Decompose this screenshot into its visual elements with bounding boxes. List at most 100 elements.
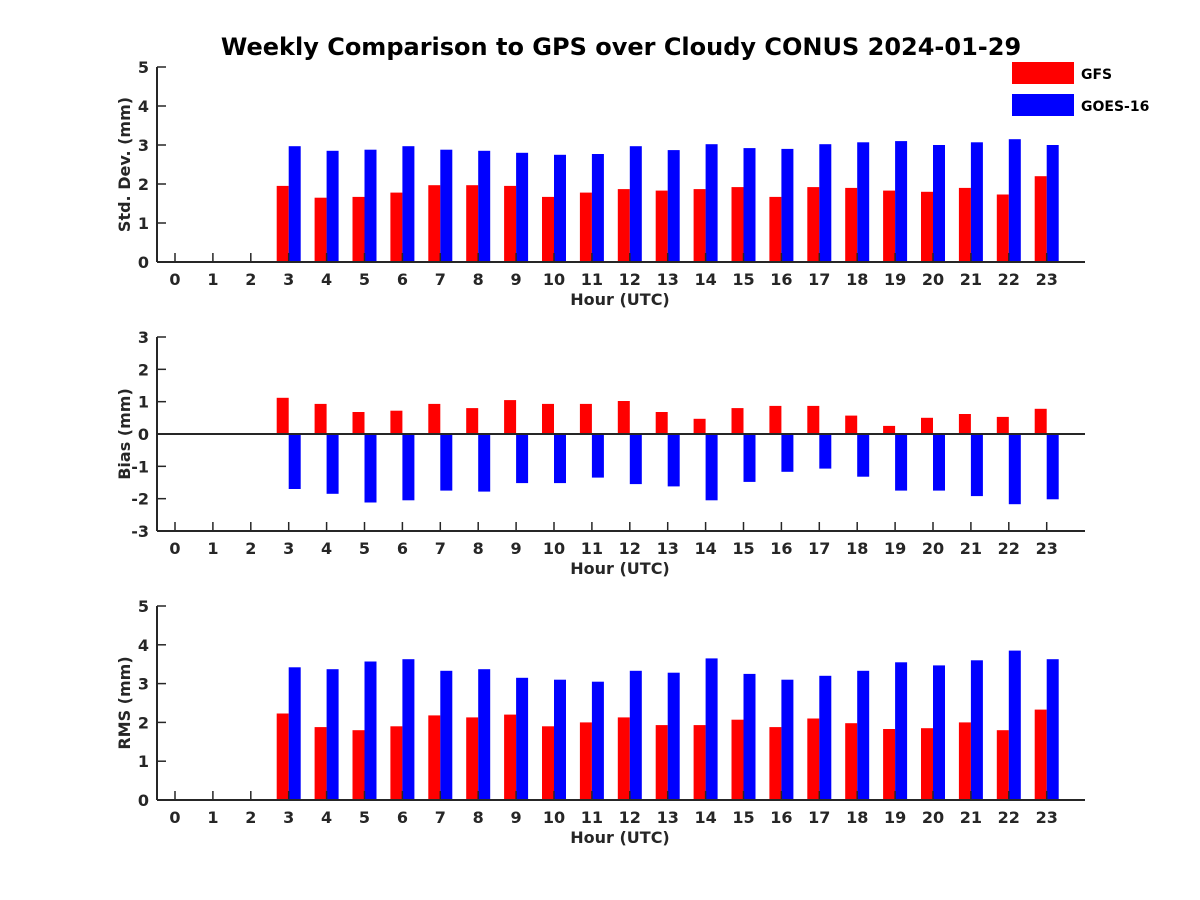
x-tick-label: 11 (581, 270, 603, 289)
y-tick-label: 0 (138, 425, 149, 444)
bar-gfs-hour-11 (579, 192, 592, 262)
bar-gfs-hour-10 (542, 196, 554, 262)
bar-goes16-hour-8 (478, 434, 491, 492)
bar-gfs-hour-20 (921, 417, 933, 434)
x-tick-label: 18 (846, 539, 868, 558)
bar-gfs-hour-8 (466, 185, 479, 262)
bar-gfs-hour-14 (693, 725, 706, 800)
x-axis-label: Hour (UTC) (570, 559, 670, 578)
bar-gfs-hour-8 (466, 717, 479, 800)
x-tick-label: 6 (397, 539, 408, 558)
y-tick-label: 4 (138, 636, 149, 655)
x-tick-label: 1 (207, 539, 218, 558)
bar-goes16-hour-4 (326, 669, 339, 800)
x-tick-label: 18 (846, 808, 868, 827)
bar-gfs-hour-10 (542, 403, 554, 434)
bar-gfs-hour-16 (769, 196, 782, 262)
x-tick-label: 14 (694, 539, 716, 558)
bar-gfs-hour-18 (845, 723, 858, 800)
x-tick-label: 7 (435, 270, 446, 289)
x-tick-label: 23 (1036, 808, 1058, 827)
bar-goes16-hour-20 (933, 145, 945, 262)
bar-gfs-hour-9 (504, 400, 517, 434)
x-tick-label: 20 (922, 270, 944, 289)
x-tick-label: 5 (359, 539, 370, 558)
x-tick-label: 4 (321, 270, 332, 289)
bar-goes16-hour-13 (667, 672, 680, 800)
bar-gfs-hour-3 (276, 713, 289, 800)
bar-gfs-hour-3 (276, 397, 289, 434)
bar-gfs-hour-13 (655, 725, 668, 800)
x-axis-label: Hour (UTC) (570, 290, 670, 309)
legend-swatch-gfs (1012, 62, 1074, 84)
y-tick-label: 0 (138, 253, 149, 272)
bar-goes16-hour-5 (364, 661, 377, 800)
bar-goes16-hour-17 (819, 434, 832, 469)
x-tick-label: 3 (283, 270, 294, 289)
x-tick-label: 9 (511, 270, 522, 289)
bar-goes16-hour-19 (895, 434, 908, 491)
figure-title: Weekly Comparison to GPS over Cloudy CON… (221, 33, 1021, 61)
bar-goes16-hour-15 (743, 673, 756, 800)
x-tick-label: 11 (581, 808, 603, 827)
bar-goes16-hour-20 (933, 434, 945, 491)
bar-goes16-hour-23 (1046, 659, 1059, 800)
bar-goes16-hour-12 (629, 670, 642, 800)
legend: GFS GOES-16 (1012, 62, 1149, 116)
y-tick-label: 2 (138, 175, 149, 194)
bar-goes16-hour-8 (478, 669, 491, 800)
x-tick-label: 19 (884, 808, 906, 827)
x-tick-label: 19 (884, 539, 906, 558)
x-tick-label: 19 (884, 270, 906, 289)
y-tick-label: 3 (138, 328, 149, 347)
x-tick-label: 22 (998, 808, 1020, 827)
bar-gfs-hour-23 (1034, 176, 1047, 262)
x-tick-label: 5 (359, 808, 370, 827)
legend-label-gfs: GFS (1081, 67, 1112, 83)
x-tick-label: 6 (397, 808, 408, 827)
bar-goes16-hour-9 (516, 434, 529, 484)
bar-gfs-hour-15 (731, 187, 744, 262)
x-tick-label: 2 (245, 270, 256, 289)
bar-gfs-hour-21 (958, 187, 971, 262)
x-tick-label: 2 (245, 808, 256, 827)
bar-goes16-hour-6 (402, 659, 415, 800)
bar-gfs-hour-14 (693, 418, 706, 434)
bar-gfs-hour-7 (428, 403, 441, 434)
bar-goes16-hour-11 (591, 681, 604, 800)
x-tick-label: 0 (169, 539, 180, 558)
bar-gfs-hour-12 (617, 401, 630, 434)
y-axis-label: RMS (mm) (115, 656, 134, 749)
x-tick-label: 17 (808, 270, 830, 289)
bar-gfs-hour-15 (731, 719, 744, 800)
bar-gfs-hour-15 (731, 408, 744, 434)
y-tick-label: 1 (138, 752, 149, 771)
x-tick-label: 17 (808, 539, 830, 558)
x-tick-label: 11 (581, 539, 603, 558)
bar-goes16-hour-12 (629, 434, 642, 485)
bar-gfs-hour-20 (921, 728, 933, 800)
y-tick-label: 1 (138, 214, 149, 233)
bar-gfs-hour-13 (655, 412, 668, 434)
x-tick-label: 9 (511, 539, 522, 558)
bar-goes16-hour-17 (819, 144, 832, 262)
bar-goes16-hour-18 (857, 670, 870, 800)
bar-gfs-hour-5 (352, 196, 365, 262)
bar-goes16-hour-22 (1008, 650, 1021, 800)
bar-goes16-hour-14 (705, 658, 718, 800)
bar-gfs-hour-21 (958, 414, 971, 434)
bar-goes16-hour-22 (1008, 139, 1021, 262)
bar-goes16-hour-7 (440, 670, 453, 800)
x-tick-label: 16 (770, 539, 792, 558)
y-tick-label: 2 (138, 360, 149, 379)
x-tick-label: 6 (397, 270, 408, 289)
x-tick-label: 23 (1036, 270, 1058, 289)
bar-goes16-hour-22 (1008, 434, 1021, 505)
x-tick-label: 4 (321, 808, 332, 827)
bar-goes16-hour-8 (478, 150, 491, 262)
bar-goes16-hour-11 (591, 434, 604, 478)
bar-gfs-hour-19 (883, 729, 896, 800)
